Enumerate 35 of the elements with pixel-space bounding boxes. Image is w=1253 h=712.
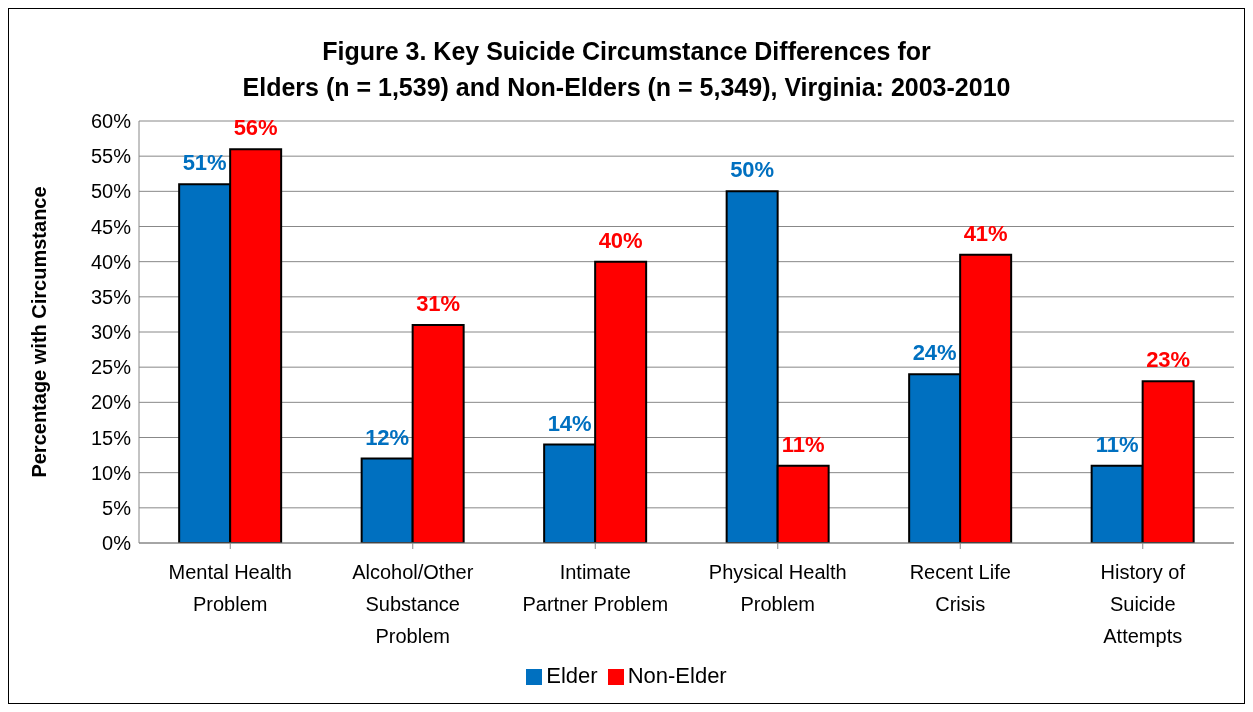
x-tick-label: Alcohol/Other Substance Problem [352, 561, 474, 647]
y-tick-label: 50% [90, 180, 132, 203]
y-tick-label: 10% [90, 461, 132, 484]
data-label: 56% [233, 115, 278, 141]
legend-label: Non-Elder [627, 663, 727, 688]
x-tick-label: History of Suicide Attempts [1100, 561, 1186, 647]
data-label: 24% [912, 340, 957, 366]
data-label: 41% [963, 220, 1008, 246]
y-tick-label: 25% [90, 356, 132, 379]
legend-label: Elder [546, 663, 598, 688]
x-tick-label: Mental Health Problem [168, 561, 292, 615]
y-tick-label: 60% [90, 110, 132, 133]
y-tick-label: 55% [90, 145, 132, 168]
x-tick-label: Recent Life Crisis [909, 561, 1011, 615]
data-label: 51% [182, 150, 227, 176]
data-label: 11% [1095, 431, 1139, 457]
y-tick-label: 30% [90, 321, 132, 344]
y-tick-label: 35% [90, 285, 132, 308]
chart-title: Figure 3. Key Suicide Circumstance Differences for Elders (n = 1,539) and Non-Elders (n = 5,349), Virginia: 2003-2010 [241, 36, 1012, 103]
data-label: 11% [781, 431, 825, 457]
y-tick-label: 45% [90, 215, 132, 238]
data-label: 12% [365, 424, 410, 450]
data-label: 31% [416, 290, 461, 316]
x-tick-label: Intimate Partner Problem [522, 561, 669, 615]
data-label: 40% [598, 227, 643, 253]
data-label: 14% [547, 410, 592, 436]
y-axis-title: Percentage with Circumstance [28, 186, 51, 478]
y-tick-label: 0% [102, 532, 132, 555]
y-tick-label: 5% [102, 496, 132, 519]
y-tick-label: 20% [90, 391, 132, 414]
y-tick-label: 15% [90, 426, 132, 449]
y-tick-label: 40% [90, 250, 132, 273]
x-tick-label: Physical Health Problem [708, 561, 847, 615]
data-label: 50% [730, 157, 775, 183]
data-label: 23% [1146, 347, 1191, 373]
